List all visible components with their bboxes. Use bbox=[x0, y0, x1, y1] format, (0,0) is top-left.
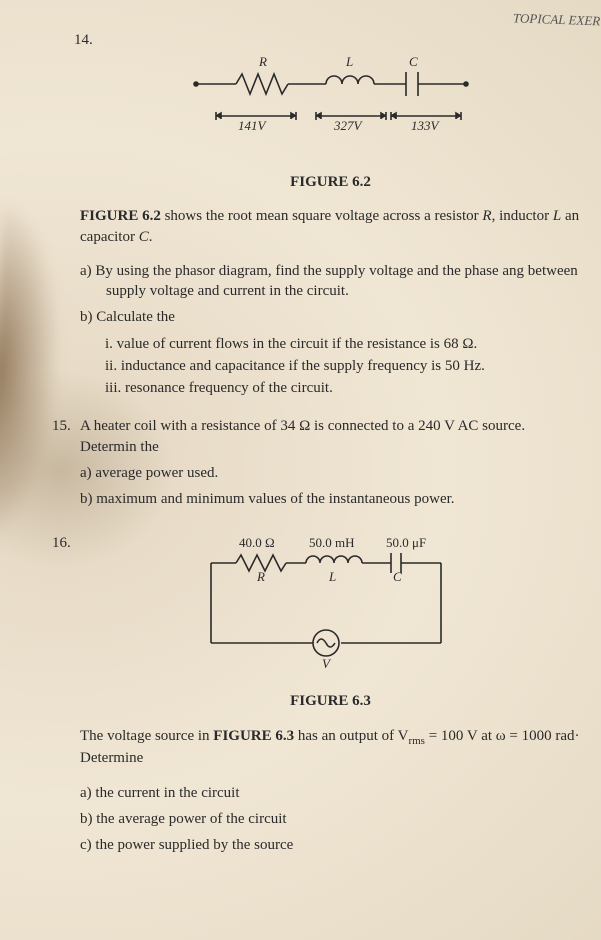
fig63-Lval: 50.0 mH bbox=[309, 535, 355, 550]
header-topic: TOPICAL EXERC bbox=[513, 10, 601, 29]
q14-b-head: b) Calculate the bbox=[106, 307, 581, 327]
q16-intro: The voltage source in FIGURE 6.3 has an … bbox=[80, 726, 581, 769]
q14-b-i: i. value of current flows in the circuit… bbox=[135, 334, 581, 354]
fig63-R-label: R bbox=[256, 569, 265, 584]
fig62-C-label: C bbox=[409, 54, 418, 69]
q16-b: b) the average power of the circuit bbox=[106, 809, 581, 829]
fig63-L-label: L bbox=[328, 569, 336, 584]
fig63-Cval: 50.0 μF bbox=[386, 535, 426, 550]
fig63-V-label: V bbox=[322, 656, 332, 671]
q16-number: 16. bbox=[52, 533, 71, 553]
figure-6-3: 40.0 Ω 50.0 mH 50.0 μF R L C bbox=[80, 533, 581, 683]
fig62-VC: 133V bbox=[411, 118, 441, 133]
q14-b-iii: iii. resonance frequency of the circuit. bbox=[135, 378, 581, 398]
q15-number: 15. bbox=[52, 416, 71, 436]
page-content: 14. R L C bbox=[0, 0, 601, 891]
fig62-VR: 141V bbox=[238, 118, 268, 133]
q15-b: b) maximum and minimum values of the ins… bbox=[106, 489, 581, 509]
q14-a: a) By using the phasor diagram, find the… bbox=[106, 261, 581, 302]
q15-intro: A heater coil with a resistance of 34 Ω … bbox=[80, 418, 525, 454]
fig62-VL: 327V bbox=[333, 118, 364, 133]
q14-b-ii: ii. inductance and capacitance if the su… bbox=[135, 356, 581, 376]
figure-6-3-label: FIGURE 6.3 bbox=[80, 691, 581, 711]
figure-6-2: R L C bbox=[80, 44, 581, 164]
q15-a: a) average power used. bbox=[106, 463, 581, 483]
q16-a: a) the current in the circuit bbox=[106, 783, 581, 803]
fig63-C-label: C bbox=[393, 569, 402, 584]
fig63-Rval: 40.0 Ω bbox=[239, 535, 275, 550]
fig62-R-label: R bbox=[258, 54, 267, 69]
figure-6-2-label: FIGURE 6.2 bbox=[80, 172, 581, 192]
fig62-L-label: L bbox=[345, 54, 353, 69]
q14-intro: FIGURE 6.2 shows the root mean square vo… bbox=[80, 206, 581, 247]
q14-number: 14. bbox=[74, 30, 93, 50]
q16-c: c) the power supplied by the source bbox=[106, 835, 581, 855]
